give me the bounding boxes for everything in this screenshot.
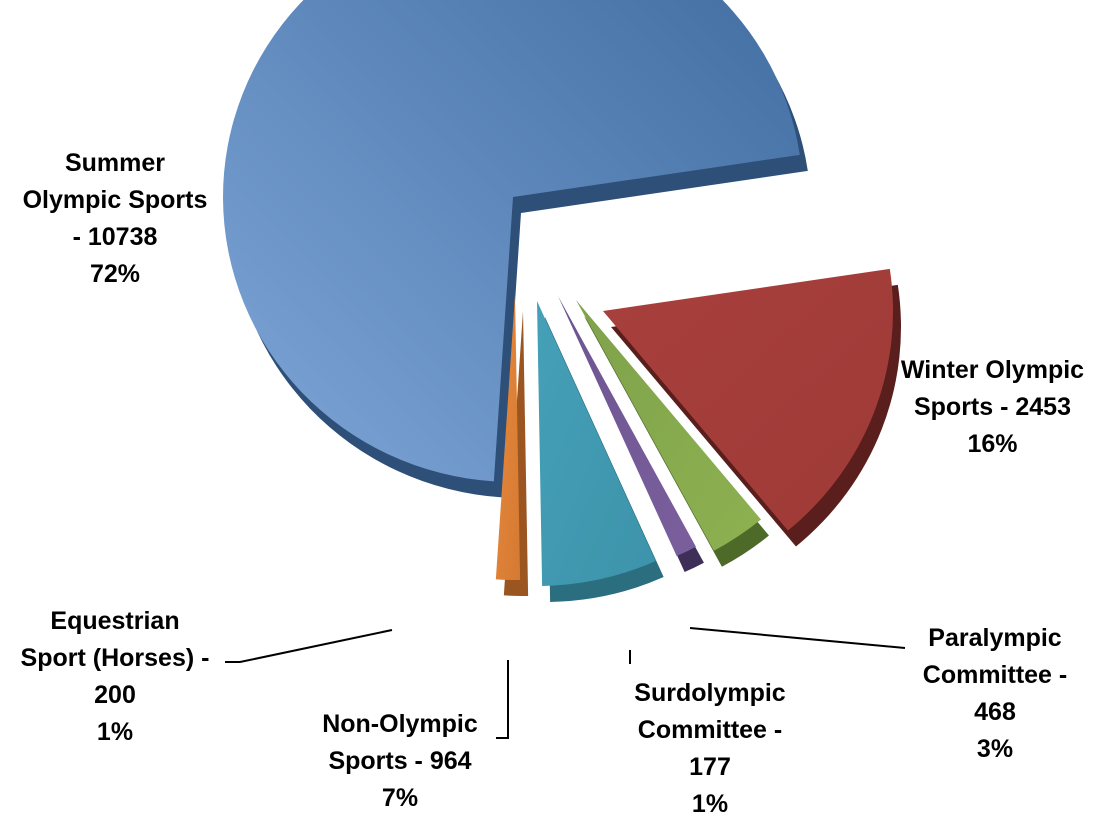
data-label-line: 177 [689, 753, 731, 781]
data-label-line: Non-Olympic [322, 710, 478, 738]
data-label-line: Sports - 964 [328, 747, 472, 775]
data-label-line: - 10738 [72, 223, 158, 251]
data-label-line: 468 [974, 698, 1016, 726]
data-label-winter-olympic-sports: Winter Olympic Sports - 2453 16% [880, 352, 1102, 463]
data-label-line: Olympic Sports [22, 186, 208, 214]
slice-paralympic-committee [576, 300, 761, 551]
data-label-line: Summer [64, 149, 166, 177]
slice-non-olympic-sports [537, 301, 656, 586]
data-label-line: Sport (Horses) - [20, 644, 210, 672]
leader-line-equestrian-sport-horses [225, 629, 393, 663]
slice-winter-olympic-sports [603, 268, 893, 531]
data-label-line: Sports - 2453 [913, 393, 1071, 421]
data-label-line: 72% [89, 260, 141, 288]
slice-summer-olympic-sports [223, 0, 800, 482]
data-label-line: 3% [976, 735, 1014, 763]
data-label-line: 1% [96, 718, 134, 746]
data-label-line: Winter Olympic [900, 356, 1085, 384]
data-label-line: Surdolympic [634, 679, 786, 707]
slice-surdolympic-committee [558, 296, 696, 557]
data-label-line: Committee - [637, 716, 783, 744]
data-label-line: 16% [967, 430, 1018, 458]
data-label-line: 7% [381, 784, 419, 812]
data-label-line: Equestrian [50, 607, 180, 635]
data-label-non-olympic-sports: Non-Olympic Sports - 964 7% [300, 706, 500, 817]
leader-line-non-olympic-sports [496, 660, 509, 739]
data-label-line: Paralympic [928, 624, 1062, 652]
data-label-paralympic-committee: Paralympic Committee - 468 3% [900, 620, 1090, 768]
data-label-line: 200 [94, 681, 136, 709]
data-label-line: 1% [691, 790, 729, 818]
data-label-summer-olympic-sports: Summer Olympic Sports - 10738 72% [20, 145, 210, 293]
data-label-line: Committee - [922, 661, 1068, 689]
slice-equestrian-sport-horses [495, 295, 521, 580]
data-label-equestrian-sport-horses: Equestrian Sport (Horses) - 200 1% [10, 603, 220, 751]
leader-line-paralympic-committee [689, 627, 906, 649]
data-label-surdolympic-committee: Surdolympic Committee - 177 1% [610, 675, 810, 823]
